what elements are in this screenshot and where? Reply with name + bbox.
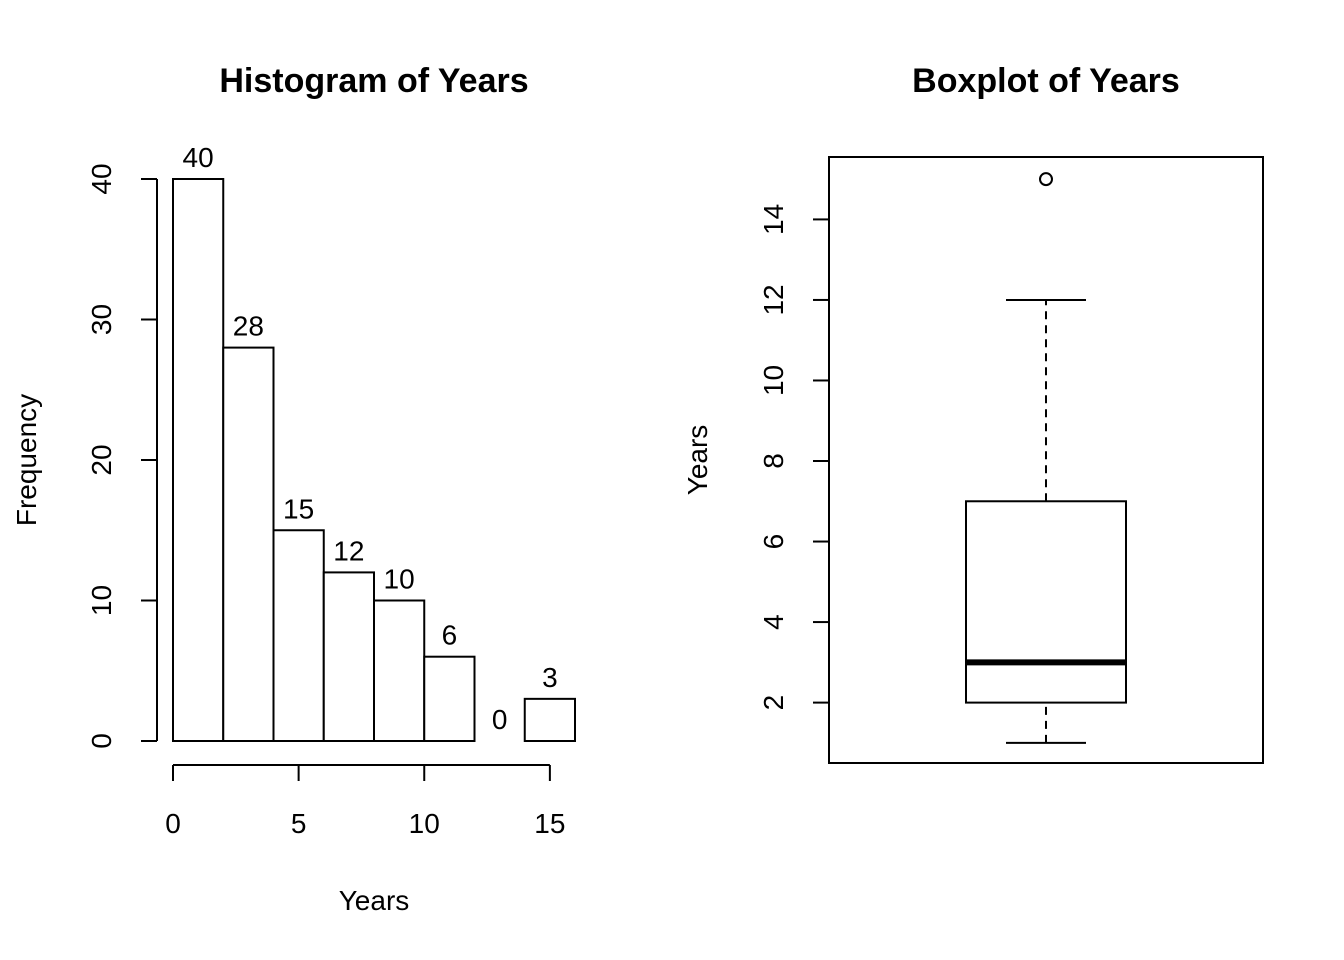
histogram-data-label: 15 [283,493,314,524]
histogram-bar [423,655,476,743]
boxplot-panel: Boxplot of Years Years 2 4 6 8 10 12 14 [682,62,1264,764]
histogram-data-label: 6 [442,620,458,651]
histogram-y-tick-label: 40 [86,163,117,194]
outlier-point [1039,172,1053,187]
histogram-y-tick-label: 30 [86,304,117,335]
boxplot-y-axis-label: Years [682,425,713,496]
interquartile-box [965,500,1127,704]
histogram-x-tick-label: 0 [165,808,181,839]
histogram-title: Histogram of Years [219,62,528,100]
histogram-x-tick-label: 15 [534,808,565,839]
boxplot-y-tick-label: 2 [758,695,789,711]
histogram-bar [373,599,426,742]
boxplot-y-tick-label: 12 [758,284,789,315]
boxplot-y-tick-label: 6 [758,534,789,550]
histogram-data-label: 0 [492,704,508,735]
histogram-data-label: 3 [542,662,558,693]
histogram-bar [172,178,225,742]
histogram-x-axis-label: Years [339,885,410,916]
boxplot-body [965,172,1127,744]
boxplot-title: Boxplot of Years [912,62,1180,100]
histogram-x-tick-label: 5 [291,808,307,839]
histogram-data-label: 40 [183,142,214,173]
histogram-y-axis: 0 10 20 30 40 [86,163,158,749]
boxplot-y-tick-label: 10 [758,365,789,396]
histogram-data-labels: 40 28 15 12 10 6 0 3 [183,142,558,735]
histogram-bar [322,571,375,743]
histogram-y-tick-label: 0 [86,733,117,749]
boxplot-y-tick-label: 14 [758,204,789,235]
boxplot-y-tick-label: 4 [758,614,789,630]
histogram-bar [222,346,275,742]
histogram-bar [272,529,325,742]
histogram-data-label: 12 [333,535,364,566]
histogram-y-axis-label: Frequency [11,394,42,526]
histogram-bar [523,697,576,742]
histogram-x-tick-label: 10 [409,808,440,839]
histogram-y-tick-label: 20 [86,444,117,475]
histogram-panel: Histogram of Years Years Frequency 40 28 1… [11,62,576,916]
boxplot-y-tick-label: 8 [758,453,789,469]
histogram-data-label: 28 [233,311,264,342]
histogram-y-tick-label: 10 [86,585,117,616]
histogram-x-axis: 0 5 10 15 [165,764,565,839]
histogram-data-label: 10 [384,564,415,595]
histogram-bars [172,178,576,743]
boxplot-y-axis: 2 4 6 8 10 12 14 [758,204,830,711]
